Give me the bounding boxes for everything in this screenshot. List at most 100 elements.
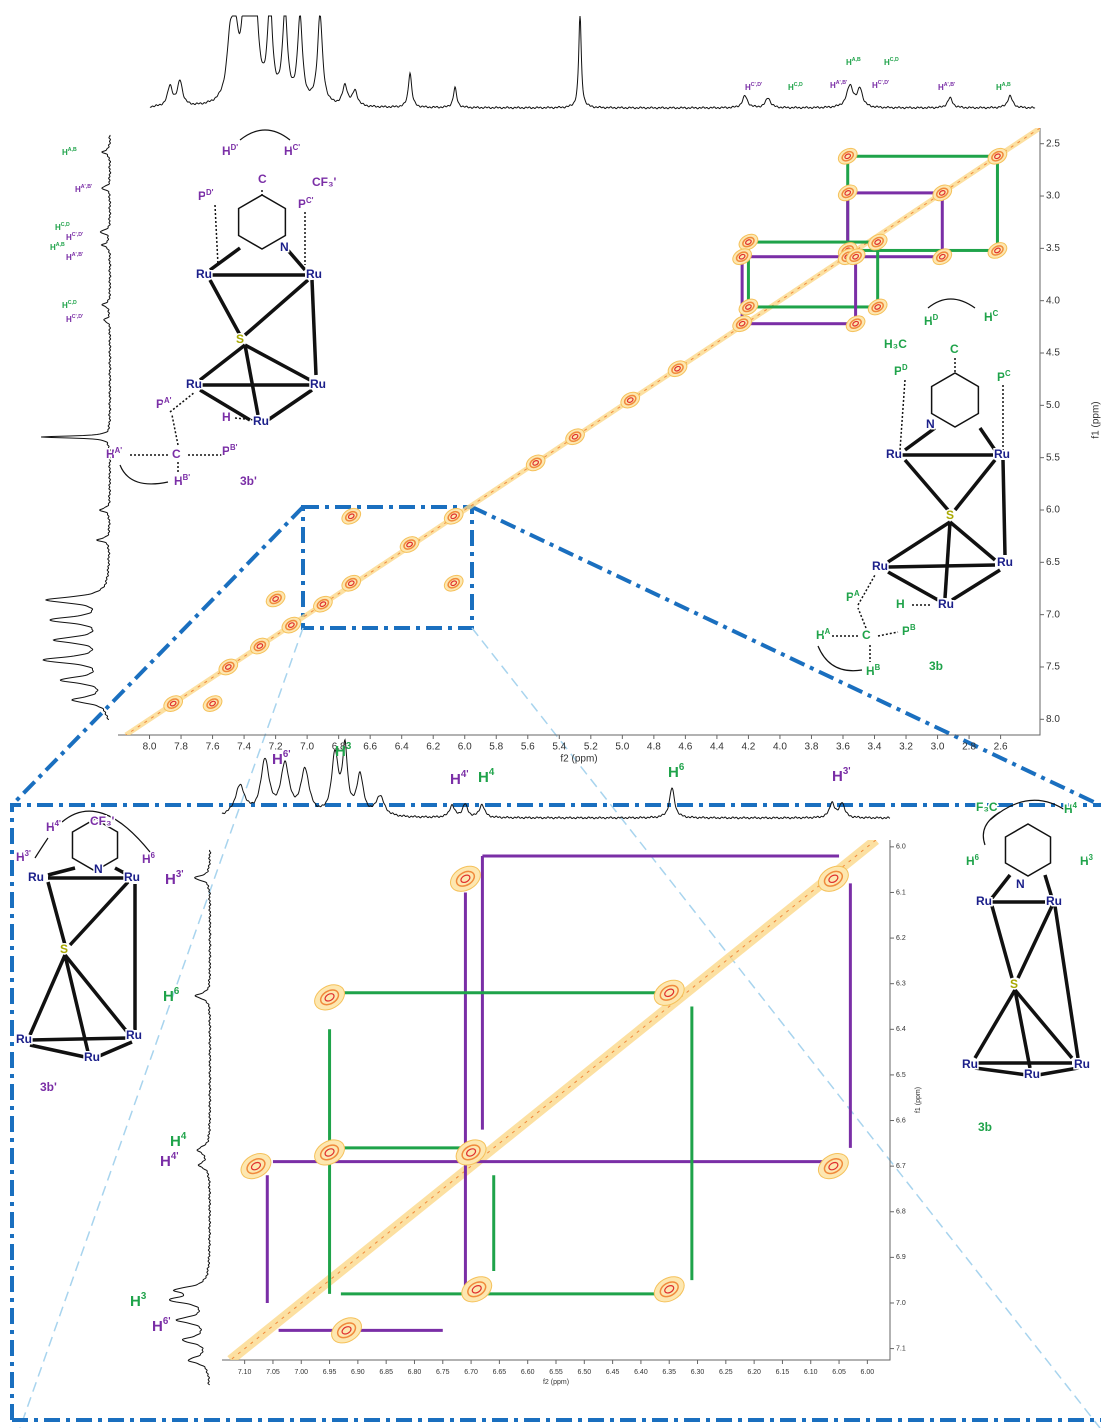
cross-peak — [667, 360, 688, 378]
label-text: Ru — [186, 377, 202, 391]
bond — [199, 388, 251, 422]
contour-ring — [742, 236, 755, 248]
structure-label: HD — [924, 313, 939, 329]
x-tick-label: 3.4 — [868, 742, 882, 753]
label-text: P — [298, 197, 306, 211]
cross-peak — [565, 428, 585, 446]
contour-ring — [653, 979, 685, 1006]
peak-assignment: H6' — [152, 1316, 171, 1335]
y-tick-label: 6.5 — [1046, 557, 1060, 568]
label-text: Ru — [1074, 1057, 1090, 1071]
label-sup: A' — [115, 446, 123, 455]
contour-ring — [319, 601, 327, 608]
structure-label: 3b' — [40, 1080, 57, 1094]
label-sup: C' — [293, 143, 301, 152]
label-text: F₃C — [976, 800, 998, 814]
correlation-box — [746, 240, 880, 309]
contour-ring — [341, 1326, 352, 1335]
structure-label: Ru — [1024, 1067, 1040, 1081]
label-sup: C',D' — [751, 82, 762, 88]
label-text: H — [668, 764, 679, 781]
peak-assignment: HC',D' — [66, 314, 83, 324]
x-tick-label: 6.20 — [747, 1369, 761, 1376]
contour-ring — [828, 874, 839, 884]
contour-ring — [344, 577, 358, 589]
label-text: H — [884, 58, 890, 67]
contour-ring — [817, 1153, 849, 1180]
structure-label: Ru — [962, 1057, 978, 1071]
cross-peak — [313, 595, 333, 613]
bond — [208, 279, 242, 336]
ring — [71, 818, 119, 872]
x-tick-label: 6.4 — [395, 742, 409, 753]
structure-label: C — [862, 628, 871, 642]
structure-label: Ru — [28, 870, 44, 884]
label-text: Ru — [124, 870, 140, 884]
contour-ring — [461, 1276, 493, 1303]
y-tick-label: 6.4 — [896, 1026, 906, 1033]
structure-label: HB' — [174, 473, 190, 489]
y-tick-label: 3.0 — [1046, 191, 1060, 202]
zoom-guides — [10, 505, 1101, 1428]
y-tick-label: 6.6 — [896, 1117, 906, 1124]
x-tick-label: 5.6 — [521, 742, 535, 753]
peak-assignment: H4 — [170, 1131, 187, 1150]
label-sup: A — [825, 627, 831, 636]
contour-ring — [852, 253, 859, 260]
label-text: H — [1064, 802, 1073, 816]
cross-peak — [732, 315, 752, 333]
label-sup: C' — [306, 196, 314, 205]
label-text: S — [60, 942, 68, 956]
label-text: H — [106, 447, 115, 461]
label-text: S — [1010, 977, 1018, 991]
zoom-guide — [471, 505, 1101, 807]
x-tick-label: 5.8 — [489, 742, 503, 753]
label-sup: 4 — [489, 767, 495, 778]
y-tick-label: 7.1 — [896, 1345, 906, 1352]
label-text: P — [997, 370, 1005, 384]
contour-ring — [222, 661, 235, 673]
label-sup: C',D' — [878, 80, 889, 86]
x-tick-label: 3.2 — [899, 742, 913, 753]
structure-label: Ru — [124, 870, 140, 884]
x-tick-label: 7.8 — [174, 742, 188, 753]
cross-peak — [525, 454, 546, 472]
structure-label: HA' — [106, 446, 122, 462]
bond — [96, 1040, 133, 1059]
peak-assignment: H3 — [130, 1291, 147, 1310]
label-text: H₃C — [884, 337, 907, 351]
bond — [29, 1036, 129, 1042]
contour-ring — [849, 251, 862, 263]
cross-peak — [341, 574, 362, 592]
contour-ring — [253, 640, 267, 652]
cross-peak — [738, 233, 759, 251]
x-tick-label: 5.0 — [615, 742, 629, 753]
label-sup: 6' — [283, 749, 291, 760]
x-tick-label: 6.75 — [436, 1369, 450, 1376]
label-sup: 3' — [176, 869, 184, 880]
correlation-box — [846, 191, 944, 259]
cross-peak — [265, 590, 286, 608]
projection-trace — [169, 849, 212, 1386]
bond — [198, 343, 247, 382]
contour-ring — [287, 622, 295, 629]
x-tick-label: 7.6 — [206, 742, 220, 753]
contour-ring — [742, 301, 755, 313]
bond — [990, 873, 1012, 900]
label-sup: A',B' — [81, 184, 92, 190]
peak-assignment: H4' — [450, 769, 469, 788]
label-text: CF₃' — [90, 814, 115, 828]
cross-peak — [845, 315, 866, 333]
label-text: H — [160, 1153, 171, 1170]
contour-ring — [938, 189, 946, 196]
bond — [1016, 905, 1054, 979]
peak-assignment: HC',D' — [872, 80, 889, 90]
label-sup: A,B — [852, 57, 861, 63]
x-tick-label: 6.60 — [521, 1369, 535, 1376]
label-text: H — [272, 751, 283, 768]
contour-ring — [256, 643, 264, 649]
contour-ring — [324, 1148, 335, 1157]
contour-ring — [529, 457, 542, 469]
contour-ring — [735, 251, 749, 263]
